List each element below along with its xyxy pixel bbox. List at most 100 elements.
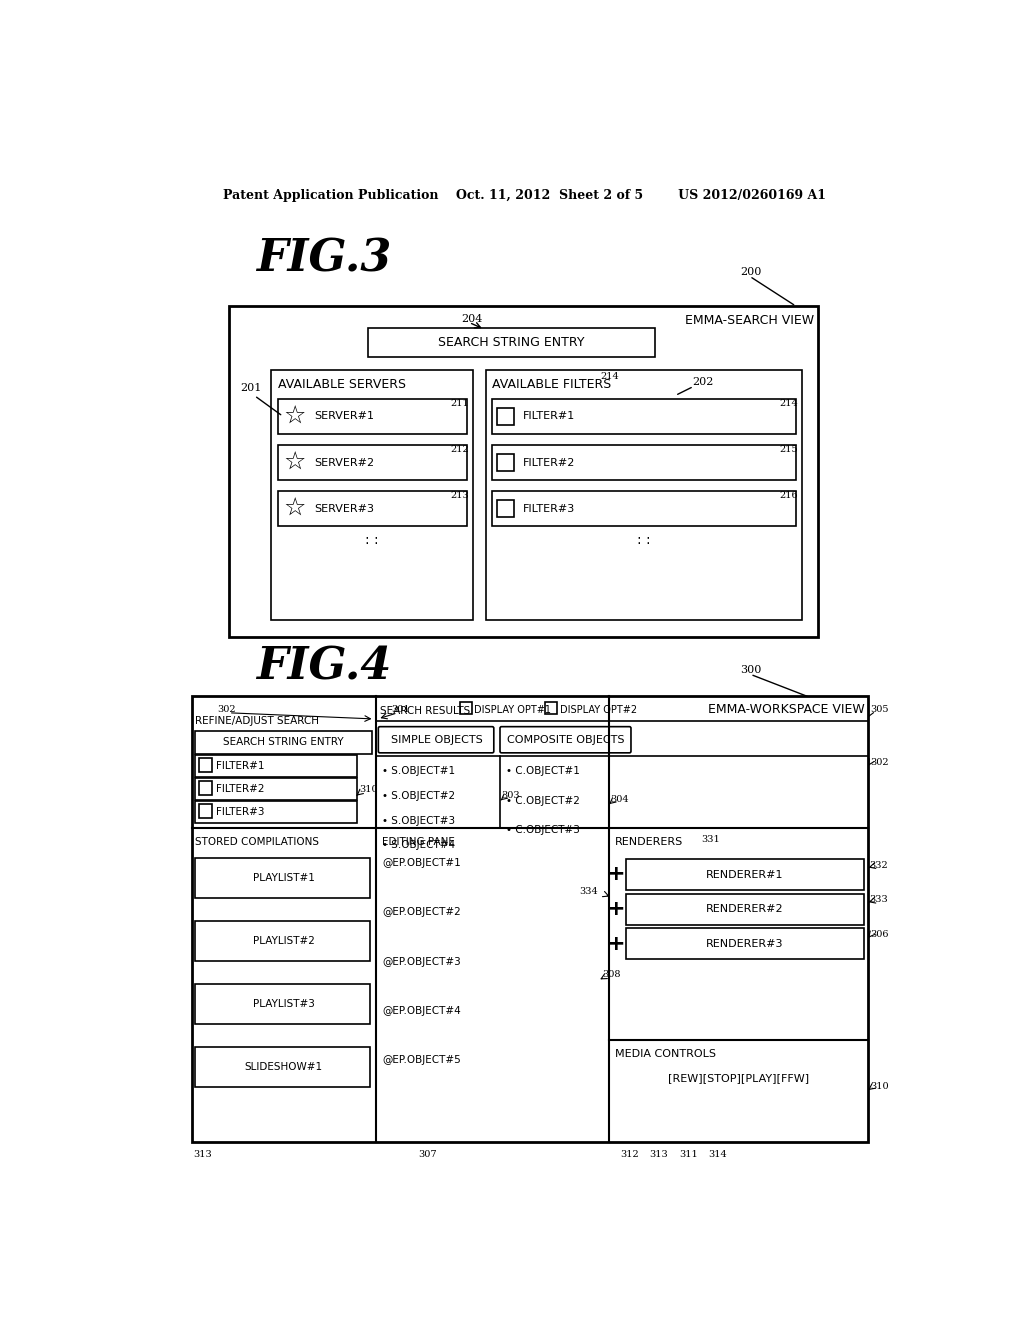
- Text: EMMA-SEARCH VIEW: EMMA-SEARCH VIEW: [685, 314, 814, 326]
- Text: • S.OBJECT#2: • S.OBJECT#2: [382, 791, 456, 801]
- Text: 201: 201: [241, 383, 262, 393]
- Text: SEARCH STRING ENTRY: SEARCH STRING ENTRY: [438, 335, 585, 348]
- Text: AVAILABLE FILTERS: AVAILABLE FILTERS: [493, 378, 611, 391]
- Text: [REW][STOP][PLAY][FFW]: [REW][STOP][PLAY][FFW]: [668, 1073, 809, 1084]
- Text: RENDERER#3: RENDERER#3: [707, 939, 783, 949]
- Text: 214: 214: [779, 399, 799, 408]
- Bar: [196, 983, 370, 1024]
- Bar: [196, 801, 356, 822]
- Text: • C.OBJECT#3: • C.OBJECT#3: [506, 825, 580, 834]
- Text: STORED COMPILATIONS: STORED COMPILATIONS: [196, 837, 319, 847]
- Bar: [228, 306, 818, 638]
- Text: SIMPLE OBJECTS: SIMPLE OBJECTS: [390, 735, 482, 744]
- Text: : :: : :: [637, 532, 651, 546]
- Text: MEDIA CONTROLS: MEDIA CONTROLS: [614, 1049, 716, 1059]
- Text: EMMA-WORKSPACE VIEW: EMMA-WORKSPACE VIEW: [708, 704, 864, 717]
- Bar: [200, 781, 212, 795]
- Text: • S.OBJECT#3: • S.OBJECT#3: [382, 816, 456, 825]
- Text: @EP.OBJECT#4: @EP.OBJECT#4: [382, 1006, 461, 1016]
- Text: 304: 304: [610, 796, 629, 804]
- Text: 308: 308: [602, 970, 621, 979]
- Text: RENDERER#1: RENDERER#1: [707, 870, 783, 879]
- Text: ☆: ☆: [284, 404, 306, 429]
- Bar: [191, 696, 868, 1143]
- Bar: [545, 702, 557, 714]
- Text: 311: 311: [679, 1150, 697, 1159]
- Text: FIG.3: FIG.3: [256, 238, 391, 280]
- Text: 213: 213: [451, 491, 469, 500]
- Text: PLAYLIST#2: PLAYLIST#2: [253, 936, 314, 945]
- Text: 310: 310: [870, 1082, 889, 1090]
- Bar: [626, 928, 864, 960]
- Bar: [196, 1047, 370, 1088]
- Text: 212: 212: [451, 445, 469, 454]
- Bar: [493, 491, 796, 527]
- Bar: [196, 858, 370, 898]
- Bar: [493, 399, 796, 434]
- Text: 211: 211: [451, 399, 469, 408]
- Text: FILTER#2: FILTER#2: [216, 784, 265, 795]
- Text: • C.OBJECT#1: • C.OBJECT#1: [506, 767, 580, 776]
- Bar: [626, 859, 864, 890]
- Text: Patent Application Publication    Oct. 11, 2012  Sheet 2 of 5        US 2012/026: Patent Application Publication Oct. 11, …: [223, 189, 826, 202]
- Text: SERVER#2: SERVER#2: [314, 458, 374, 467]
- Bar: [196, 755, 356, 776]
- Text: 310: 310: [359, 785, 378, 795]
- Text: SLIDESHOW#1: SLIDESHOW#1: [245, 1063, 323, 1072]
- Text: SERVER#3: SERVER#3: [314, 504, 374, 513]
- Text: 314: 314: [709, 1150, 727, 1159]
- Text: FILTER#3: FILTER#3: [523, 504, 575, 513]
- Text: FILTER#1: FILTER#1: [216, 760, 265, 771]
- Bar: [271, 370, 473, 620]
- Bar: [460, 702, 472, 714]
- Text: FILTER#2: FILTER#2: [523, 458, 575, 467]
- Text: 302: 302: [870, 758, 889, 767]
- Text: 306: 306: [870, 929, 889, 939]
- Text: +: +: [607, 899, 626, 919]
- Text: 214: 214: [601, 372, 620, 380]
- Text: @EP.OBJECT#1: @EP.OBJECT#1: [382, 858, 461, 869]
- Text: ☆: ☆: [284, 496, 306, 521]
- Text: RENDERER#2: RENDERER#2: [707, 904, 783, 915]
- Text: +: +: [607, 865, 626, 884]
- Text: RENDERERS: RENDERERS: [614, 837, 683, 847]
- Bar: [200, 758, 212, 772]
- Text: 302: 302: [217, 705, 236, 714]
- Bar: [497, 408, 514, 425]
- Text: REFINE/ADJUST SEARCH: REFINE/ADJUST SEARCH: [196, 715, 319, 726]
- Bar: [497, 500, 514, 517]
- Text: 200: 200: [740, 268, 762, 277]
- Text: 202: 202: [692, 376, 714, 387]
- Text: DISPLAY OPT#1: DISPLAY OPT#1: [474, 705, 552, 714]
- Text: 204: 204: [461, 314, 482, 323]
- Text: 332: 332: [869, 861, 889, 870]
- Text: : :: : :: [366, 532, 379, 546]
- Text: 303: 303: [502, 792, 520, 800]
- Text: • S.OBJECT#4: • S.OBJECT#4: [382, 841, 456, 850]
- Bar: [626, 894, 864, 924]
- Bar: [278, 445, 467, 480]
- Bar: [497, 454, 514, 471]
- Text: PLAYLIST#1: PLAYLIST#1: [253, 873, 314, 883]
- Text: EDITING PANE: EDITING PANE: [382, 837, 455, 847]
- Text: 301: 301: [391, 705, 411, 714]
- Bar: [369, 327, 655, 358]
- Bar: [196, 921, 370, 961]
- Text: @EP.OBJECT#3: @EP.OBJECT#3: [382, 957, 461, 966]
- Text: 313: 313: [649, 1150, 669, 1159]
- Text: SEARCH RESULTS: SEARCH RESULTS: [380, 706, 470, 717]
- Text: 216: 216: [779, 491, 799, 500]
- Text: 305: 305: [870, 705, 889, 714]
- Text: @EP.OBJECT#5: @EP.OBJECT#5: [382, 1055, 461, 1065]
- Text: 215: 215: [779, 445, 799, 454]
- Bar: [278, 491, 467, 527]
- Text: 313: 313: [194, 1150, 212, 1159]
- Text: • C.OBJECT#2: • C.OBJECT#2: [506, 796, 580, 805]
- Bar: [196, 730, 372, 754]
- Bar: [200, 804, 212, 818]
- Text: 331: 331: [701, 836, 720, 845]
- Text: ☆: ☆: [284, 450, 306, 475]
- Bar: [493, 445, 796, 480]
- Text: 334: 334: [579, 887, 598, 896]
- Text: SEARCH STRING ENTRY: SEARCH STRING ENTRY: [223, 737, 344, 747]
